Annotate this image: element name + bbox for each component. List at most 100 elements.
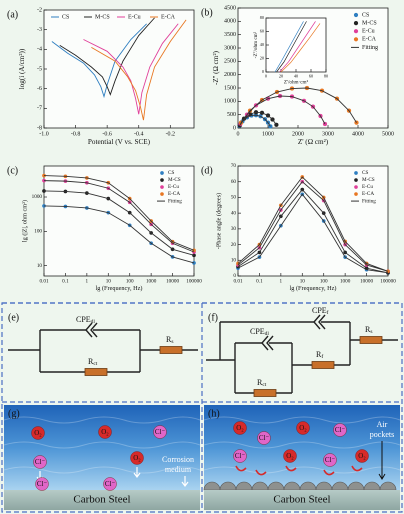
- plot-frame: [265, 17, 327, 73]
- panel-label: (f): [208, 312, 218, 323]
- y-tick-label: -3: [37, 27, 42, 33]
- y-tick-label: 40: [231, 210, 237, 216]
- y-tick-label: 10: [231, 257, 237, 263]
- y-tick-label: -5: [37, 66, 42, 72]
- legend-marker: [353, 12, 359, 18]
- particle-label: O₂: [286, 452, 294, 460]
- pocket-arrow: [378, 441, 386, 480]
- plot-frame: [237, 165, 389, 277]
- data-line: [237, 176, 389, 274]
- circuit-label: CPEdl: [76, 315, 95, 325]
- legend-label: CS: [168, 170, 174, 176]
- x-tick-label: 0.01: [233, 278, 242, 284]
- resistor: [253, 389, 277, 397]
- x-tick-label: 40: [294, 73, 298, 78]
- x-tick-label: 20: [279, 73, 283, 78]
- y-axis-label: -Z'' (Ω cm²): [212, 50, 220, 85]
- x-tick-label: 1000: [262, 131, 274, 137]
- data-line: [276, 21, 307, 73]
- y-tick-label: -4: [37, 47, 42, 53]
- y-tick-label: 1500: [224, 85, 236, 91]
- y-tick-label: -6: [37, 86, 42, 92]
- data-line: [83, 23, 179, 115]
- legend-label: CS: [362, 12, 369, 18]
- legend-label: CS: [62, 14, 69, 20]
- x-tick-label: 10: [300, 278, 306, 284]
- legend-label: E-Cu: [168, 184, 179, 190]
- x-tick-label: 100000: [186, 278, 202, 284]
- label-sub: ct: [93, 361, 97, 367]
- legend-marker: [354, 192, 358, 196]
- plot-frame: [43, 9, 195, 129]
- x-tick-label: 0: [237, 131, 240, 137]
- legend-marker: [354, 178, 358, 182]
- y-tick-label: 4000: [224, 19, 236, 25]
- y-tick-label: 1000: [32, 194, 43, 200]
- x-tick-label: -0.6: [102, 131, 112, 137]
- legend-label: Fitting: [168, 198, 182, 204]
- y-tick-label: 50: [231, 195, 237, 201]
- x-tick-label: 1000: [340, 278, 351, 284]
- particle: [98, 425, 112, 439]
- data-line: [43, 175, 195, 264]
- wire: [8, 329, 198, 373]
- legend-marker: [160, 192, 164, 196]
- x-tick-label: -0.4: [134, 131, 144, 137]
- x-tick-label: 2000: [292, 131, 304, 137]
- steel-plate: [204, 490, 400, 510]
- air-pocket-bumps: [203, 481, 397, 491]
- x-tick-label: 0.1: [62, 278, 69, 284]
- particle: [333, 423, 347, 437]
- substrate-label: Carbon Steel: [273, 494, 330, 506]
- label-main: R: [257, 378, 263, 387]
- medium-label: medium: [165, 465, 192, 474]
- legend-label: M-CS: [362, 177, 375, 183]
- y-axis-label: lg (|Z|, ohm cm²): [22, 200, 29, 242]
- y-tick-label: 30: [231, 226, 237, 232]
- y-tick-label: 20: [231, 242, 237, 248]
- legend-label: E-CA: [362, 37, 377, 43]
- legend-label: M-CS: [362, 20, 377, 26]
- particle-label: Cl⁻: [259, 434, 270, 442]
- x-tick-label: 1: [86, 278, 89, 284]
- data-line: [280, 23, 321, 73]
- particle: [257, 431, 271, 445]
- data-line: [239, 87, 357, 127]
- circuit-label: Rct: [257, 378, 267, 388]
- particle-label: Cl⁻: [37, 480, 48, 488]
- x-axis-label: Potential (V vs. SCE): [88, 138, 151, 146]
- blocked-arrow: [235, 465, 363, 476]
- legend-label: E-Cu: [128, 14, 141, 20]
- legend-marker: [160, 185, 164, 189]
- y-tick-label: 2500: [224, 59, 236, 65]
- particle-label: Cl⁻: [335, 426, 346, 434]
- panel-label: (a): [7, 9, 18, 20]
- data-line: [91, 19, 187, 121]
- y-tick-label: 80: [260, 15, 264, 20]
- panel-label: (b): [201, 7, 213, 18]
- resistor: [311, 361, 335, 369]
- data-line: [59, 17, 155, 96]
- x-tick-label: 60: [309, 73, 313, 78]
- chart: 0 20 40 60 80 0 20 40 60 80 Z'/ohm·cm² -Z''/ohm cm²: [253, 15, 328, 86]
- steel-plate: [4, 490, 200, 510]
- label-sub: ct: [262, 382, 266, 388]
- waves: [3, 416, 201, 474]
- x-tick-label: 0: [265, 73, 267, 78]
- particle: [355, 449, 369, 463]
- resistor: [159, 346, 183, 354]
- legend-label: Fitting: [362, 45, 378, 51]
- legend-label: Fitting: [362, 198, 376, 204]
- circuit-label: Rs: [166, 335, 173, 345]
- x-tick-label: 10000: [360, 278, 373, 284]
- y-tick-label: 0: [233, 273, 236, 279]
- particle-label: O₂: [133, 454, 141, 462]
- chart: -1.0 -0.8 -0.6 -0.4 -0.2 -8 -7 -6 -5 -4 -3 -2 CS M-CS…: [7, 7, 195, 146]
- label-sub: f: [327, 309, 329, 316]
- circuit-label: Rs: [365, 325, 372, 335]
- label-main: CPE: [250, 327, 265, 336]
- label-main: CPE: [76, 315, 91, 324]
- particle: [35, 477, 49, 491]
